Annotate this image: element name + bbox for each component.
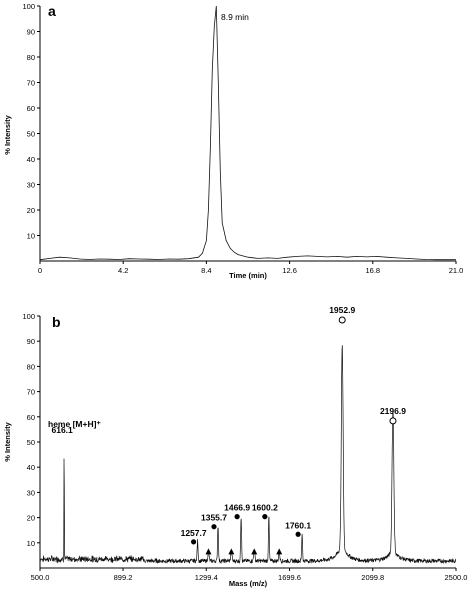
peak-label: 1355.7 [201,513,227,523]
panel-b-y-axis-label: % Intensity [3,421,12,461]
triangle-marker [251,548,258,555]
x-tick-label: 8.4 [201,266,211,275]
peak-open-circle-marker [338,316,346,324]
x-tick-label: 2099.8 [361,573,384,582]
peak-label: 1952.9 [329,305,355,315]
y-tick-label: 10 [27,539,35,548]
panel-a-y-axis-label: % Intensity [3,114,12,154]
y-tick-label: 90 [27,337,35,346]
panel-b-letter: b [52,314,61,330]
chromatogram-trace [39,5,456,261]
peak-label: 1257.7 [181,528,207,538]
x-tick-label: 1699.6 [278,573,301,582]
triangle-marker [205,548,212,555]
panel-b-x-axis-label: Mass (m/z) [229,579,268,588]
y-tick-label: 20 [27,206,35,215]
peak-dot-marker [234,514,240,520]
panel-a-series [39,5,456,261]
x-tick-label: 1299.4 [195,573,218,582]
peak-label: 616.1 [52,425,74,435]
panel-b-series [39,345,457,565]
peak-dot-marker [191,539,197,545]
peak-dot-marker [262,514,268,520]
peak-label: 1760.1 [285,520,311,530]
x-tick-label: 16.8 [365,266,380,275]
triangle-marker [276,548,283,555]
panel-a: a 8.9 min Time (min) % Intensity 0 4.2 8.4… [3,2,463,280]
panel-b-ticks: 500.0 899.2 1299.4 1699.6 2099.8 2500.0 10 20 30… [22,312,467,582]
panel-a-x-axis-label: Time (min) [229,271,267,280]
heme-annotation: heme [M+H]⁺ [48,419,101,429]
triangle-marker [228,548,235,555]
peak-dot-marker [211,524,217,530]
y-tick-label: 80 [27,362,35,371]
peak-label: 1600.2 [252,503,278,513]
y-tick-label: 100 [22,2,35,11]
y-tick-label: 90 [27,28,35,37]
y-tick-label: 50 [27,438,35,447]
x-tick-label: 500.0 [31,573,50,582]
y-tick-label: 100 [22,312,35,321]
y-tick-label: 80 [27,53,35,62]
mass-spectrum-trace [39,345,457,565]
x-tick-label: 21.0 [449,266,464,275]
panel-a-ticks: 0 4.2 8.4 12.6 16.8 21.0 10 20 30 40 50 60 70 80 90 100 [22,2,463,275]
x-tick-label: 0 [38,266,42,275]
peak-label: 2196.9 [380,406,406,416]
y-tick-label: 40 [27,155,35,164]
panel-a-letter: a [48,3,56,19]
x-tick-label: 2500.0 [445,573,468,582]
x-tick-label: 4.2 [118,266,128,275]
panel-a-peak-annotation: 8.9 min [221,12,249,22]
peak-label: 1466.9 [224,503,250,513]
peak-open-circle-marker [389,417,397,425]
y-tick-label: 40 [27,463,35,472]
peak-dot-marker [295,531,301,537]
y-tick-label: 60 [27,413,35,422]
y-tick-label: 60 [27,104,35,113]
y-tick-label: 30 [27,488,35,497]
y-tick-label: 30 [27,181,35,190]
panel-b: b heme [M+H]⁺ Mass (m/z) % Intensity 500… [3,305,467,588]
x-tick-label: 12.6 [282,266,297,275]
y-tick-label: 10 [27,232,35,241]
y-tick-label: 20 [27,514,35,523]
y-tick-label: 70 [27,388,35,397]
y-tick-label: 70 [27,79,35,88]
x-tick-label: 899.2 [114,573,133,582]
y-tick-label: 50 [27,130,35,139]
